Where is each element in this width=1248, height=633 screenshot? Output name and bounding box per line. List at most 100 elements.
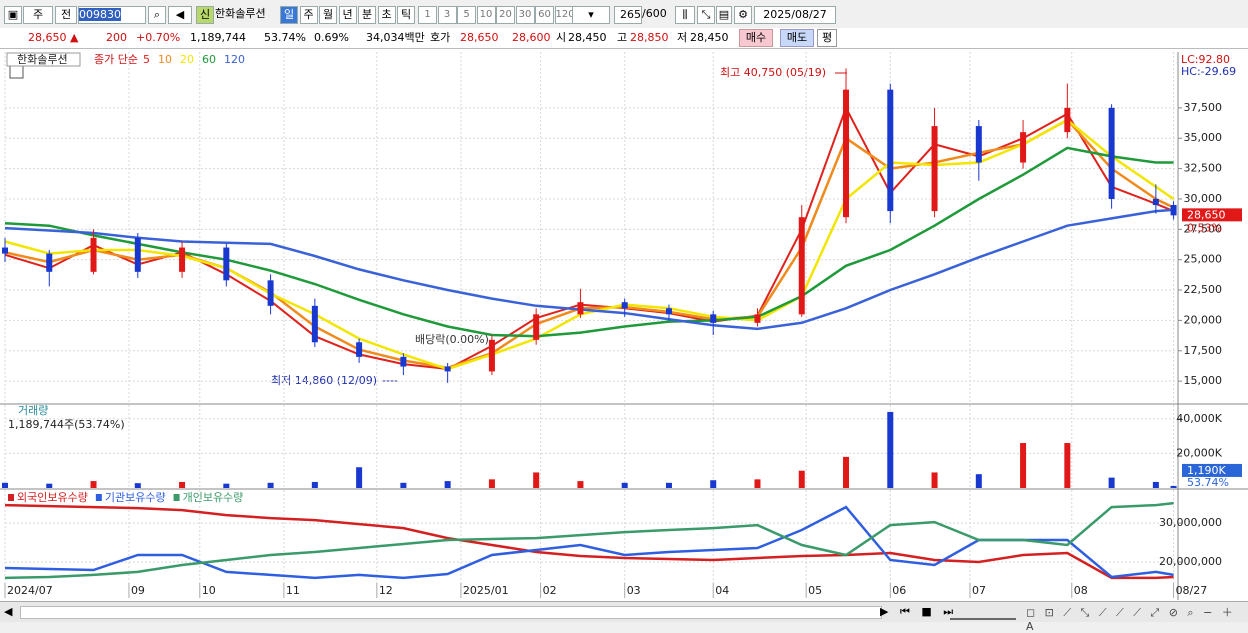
candle-body (444, 366, 451, 372)
annotation: 최저 14,860 (12/09) (271, 374, 377, 387)
candle-body (975, 126, 982, 163)
period-button[interactable]: 일 (280, 6, 298, 24)
menu-icon[interactable]: ▣ (4, 6, 22, 24)
chart: 최고 40,750 (05/19) 최저 14,860 (12/09) 배당락(… (0, 49, 1248, 601)
candle-body (400, 356, 407, 367)
y-tick-label: 25,000 (1184, 253, 1223, 266)
price-label: 28,650 (1187, 208, 1226, 221)
code: 009830 (79, 8, 121, 21)
legend-entry: 기관보유수량 (105, 491, 166, 504)
candle-body (179, 247, 186, 272)
y-tick-label: 30,000 (1184, 192, 1223, 205)
tool-icon[interactable]: ⫼ (675, 6, 695, 24)
holding-line (4, 501, 1174, 580)
chart-background (0, 49, 1248, 601)
sell-button[interactable]: 매도 (780, 29, 814, 47)
y-tick-label: 17,500 (1184, 344, 1223, 357)
high-label: 고 (617, 31, 628, 44)
drawing-tools[interactable]: ◻ ⊡ ⟋ ⤡ ⟋ ⟋ ⟋ ⤢ ⊘ ⌕ − ＋ A (1026, 606, 1236, 633)
volume-bar (400, 482, 407, 488)
interval-button[interactable]: 1 (418, 6, 437, 24)
low-label: 저 (677, 31, 688, 44)
interval-button[interactable]: 5 (457, 6, 476, 24)
volume-bar (754, 479, 761, 488)
x-tick-label: 11 (286, 584, 300, 597)
interval-button[interactable]: 3 (437, 6, 457, 24)
market-select[interactable]: 주 (23, 6, 53, 24)
period-button[interactable]: 분 (358, 6, 376, 24)
volume-bar (1108, 477, 1115, 488)
settings-icon[interactable]: ⚙ (734, 6, 752, 24)
x-tick-label: 09 (131, 584, 145, 597)
scroll-left[interactable]: ◀ (4, 605, 13, 618)
count[interactable]: 265 (614, 6, 642, 24)
high: 28,850 (630, 31, 669, 44)
legend-entry: 5 (143, 53, 150, 66)
candle-body (710, 314, 717, 323)
x-tick-label: 05 (808, 584, 822, 597)
volume-pct: 53.74% (264, 31, 306, 44)
annotation: 배당락(0.00%) (415, 333, 489, 346)
lc-label: LC:92.80 (1181, 53, 1230, 66)
volume-label: 1,190K (1187, 464, 1226, 477)
buy-button[interactable]: 매수 (739, 29, 773, 47)
volume-title: 거래량 (18, 404, 48, 417)
sound-button[interactable]: ◀ (168, 6, 192, 24)
period-button[interactable]: 틱 (397, 6, 415, 24)
scroll-track[interactable] (20, 606, 882, 619)
search-button[interactable]: ⌕ (148, 6, 166, 24)
period-button[interactable]: 초 (377, 6, 396, 24)
volume-bar (488, 479, 495, 488)
tool-icon[interactable]: ⤡ (697, 6, 715, 24)
interval-button[interactable]: 120 (554, 6, 575, 24)
zoom-slider[interactable] (950, 604, 1016, 620)
period-button[interactable]: 년 (338, 6, 357, 24)
open-label: 시 (556, 31, 567, 44)
avg-button[interactable]: 평 (817, 29, 837, 47)
bid: 28,600 (512, 31, 551, 44)
stock-name: 한화솔루션 (215, 7, 266, 20)
save-icon[interactable]: ▤ (716, 6, 732, 24)
date[interactable]: 2025/08/27 (754, 6, 836, 24)
volume-bar (1170, 485, 1177, 488)
volume-bar (179, 481, 186, 488)
volume-bar (665, 482, 672, 488)
blank-select[interactable]: ▾ (572, 6, 610, 24)
legend-swatch (95, 494, 102, 501)
candle-body (488, 339, 495, 372)
volume-bar (975, 474, 982, 488)
volume-bar (798, 470, 805, 488)
change: 200 (106, 31, 127, 44)
volume-bar (223, 483, 230, 488)
period-button[interactable]: 주 (299, 6, 318, 24)
scroll-buttons[interactable]: ▶ ⏮ ■ ⏭ (880, 605, 958, 618)
interval-button[interactable]: 60 (535, 6, 554, 24)
interval-button[interactable]: 10 (476, 6, 496, 24)
x-tick-label: 08/27 (1176, 584, 1208, 597)
volume: 1,189,744 (190, 31, 246, 44)
scrollbar[interactable]: ◀ ▶ ⏮ ■ ⏭ ◻ ⊡ ⟋ ⤡ ⟋ ⟋ ⟋ ⤢ ⊘ ⌕ − ＋ A (0, 601, 1248, 633)
price: 28,650 ▲ (28, 31, 79, 44)
legend-entry: 60 (202, 53, 216, 66)
interval-button[interactable]: 20 (496, 6, 515, 24)
amount: 34,034백만 (366, 31, 425, 44)
period-button[interactable]: 월 (319, 6, 337, 24)
candle-body (843, 89, 850, 218)
ma-line (4, 146, 1174, 338)
candle-body (2, 247, 8, 254)
y-tick-label: 30,000,000 (1159, 516, 1222, 529)
x-tick-label: 12 (379, 584, 393, 597)
volume-bar (533, 472, 540, 488)
candle-body (267, 280, 274, 306)
interval-button[interactable]: 30 (515, 6, 535, 24)
mode-select[interactable]: 전 (55, 6, 77, 24)
volume-pct: 53.74% (1187, 476, 1229, 489)
candle-body (223, 247, 230, 281)
code-input[interactable]: 009830 (78, 6, 146, 24)
volume-bar (710, 480, 717, 488)
table-icon[interactable] (9, 64, 24, 79)
change-label: 0.53% (1187, 221, 1222, 234)
flag: 신 (196, 6, 214, 24)
volume-bar (1020, 443, 1027, 488)
volume-bar (1064, 443, 1071, 488)
